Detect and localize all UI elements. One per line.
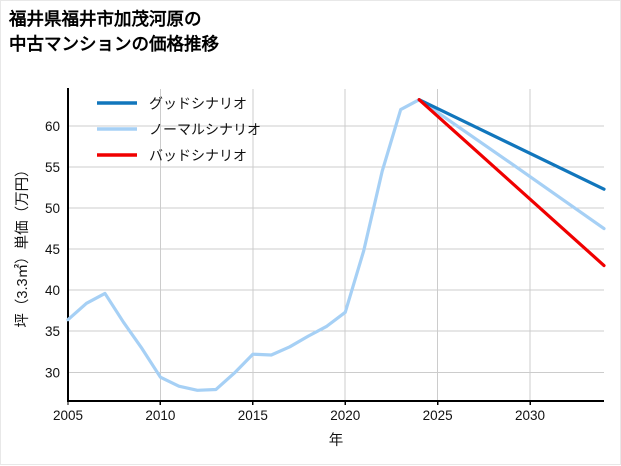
- chart-title: 福井県福井市加茂河原の 中古マンションの価格推移: [9, 7, 609, 57]
- chart-title-line2: 中古マンションの価格推移: [9, 33, 219, 54]
- x-tick-label: 2020: [330, 408, 360, 423]
- x-tick-label: 2025: [423, 408, 453, 423]
- data-series: [66, 98, 606, 392]
- y-tick-label: 50: [45, 201, 60, 216]
- y-axis-title: 坪（3.3㎡）単価（万円）: [14, 162, 31, 327]
- axis-titles: 年 坪（3.3㎡）単価（万円）: [14, 162, 343, 449]
- x-tick-label: 2030: [515, 408, 545, 423]
- y-tick-label: 55: [45, 160, 60, 175]
- y-tick-label: 60: [45, 119, 60, 134]
- y-tick-label: 35: [45, 324, 60, 339]
- legend-label: ノーマルシナリオ: [149, 122, 261, 138]
- axis-lines: [66, 88, 604, 403]
- x-axis-title: 年: [329, 432, 344, 449]
- x-tick-label: 2015: [238, 408, 268, 423]
- legend-label: グッドシナリオ: [149, 96, 247, 112]
- chart-title-line1: 福井県福井市加茂河原の: [9, 9, 202, 29]
- tick-labels: 2005 2010 2015 2020 2025 2030 30 35 40 45 50 55 60: [45, 119, 545, 423]
- tick-marks: [67, 401, 531, 405]
- series-line: [417, 98, 606, 268]
- y-tick-label: 30: [45, 365, 60, 380]
- series-line: [417, 98, 606, 191]
- series-line: [66, 98, 606, 392]
- y-tick-label: 40: [45, 283, 60, 298]
- legend-label: バッドシナリオ: [149, 148, 247, 164]
- x-tick-label: 2005: [53, 408, 83, 423]
- y-tick-label: 45: [45, 242, 60, 257]
- x-tick-label: 2010: [145, 408, 175, 423]
